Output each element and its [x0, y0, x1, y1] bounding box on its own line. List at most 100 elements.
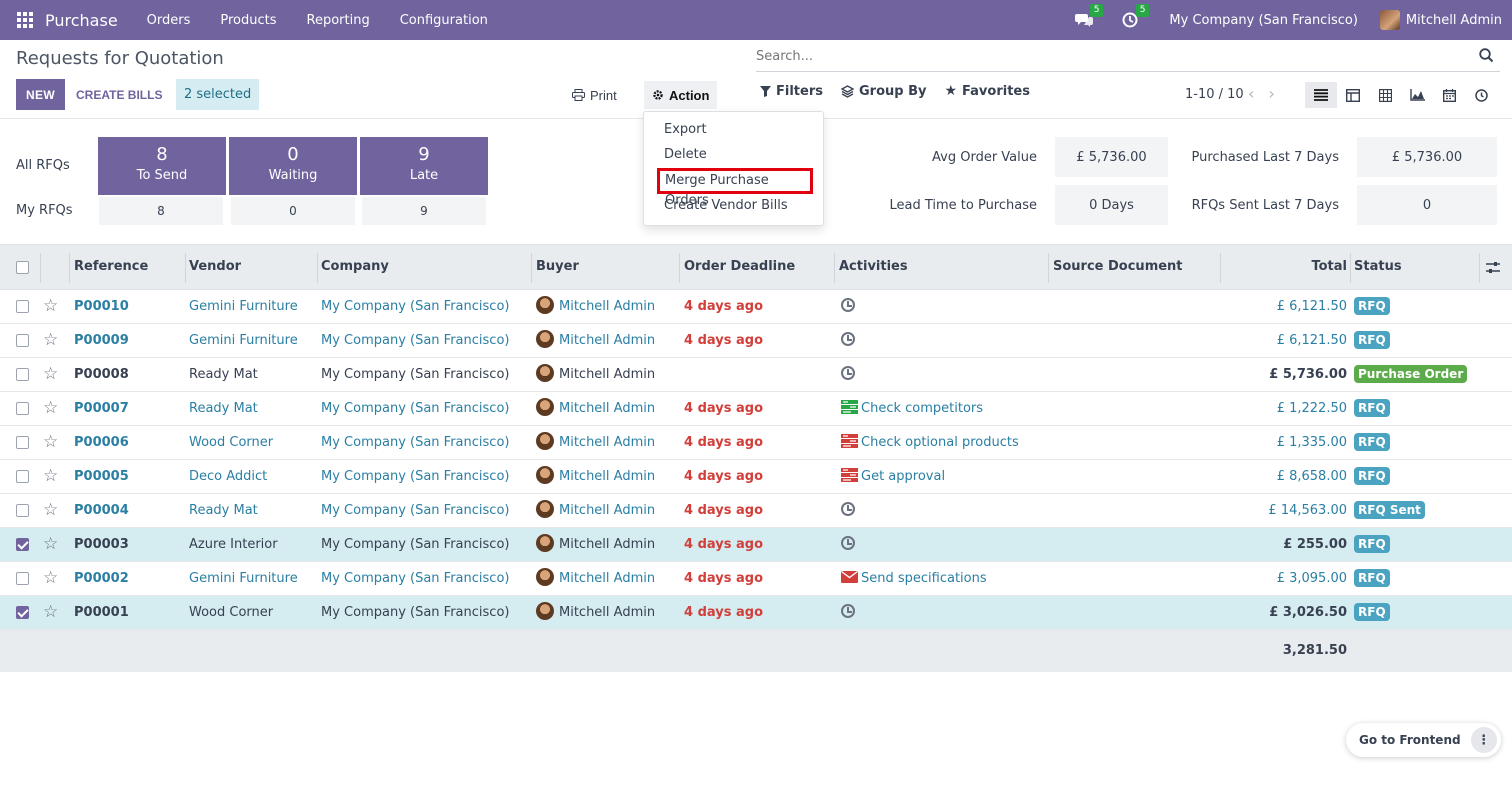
pager-value[interactable]: 1-10 / 10	[1185, 87, 1244, 102]
menu-item-merge-purchase-orders[interactable]: Merge Purchase Orders	[657, 168, 813, 208]
cell-vendor[interactable]: Deco Addict	[189, 469, 268, 484]
cell-company[interactable]: My Company (San Francisco)	[321, 469, 510, 484]
cell-buyer[interactable]: Mitchell Admin	[536, 290, 655, 323]
clock-icon[interactable]	[841, 298, 855, 312]
column-vendor[interactable]: Vendor	[189, 259, 242, 274]
column-company[interactable]: Company	[321, 259, 389, 274]
cell-buyer[interactable]: Mitchell Admin	[536, 596, 655, 629]
menu-orders[interactable]: Orders	[146, 12, 191, 28]
filters-button[interactable]: Filters	[760, 83, 823, 99]
cell-company[interactable]: My Company (San Francisco)	[321, 367, 510, 382]
cell-activities[interactable]	[841, 528, 855, 561]
my-waiting[interactable]: 0	[231, 197, 355, 225]
activity-view-button[interactable]	[1465, 82, 1497, 108]
column-source-document[interactable]: Source Document	[1053, 259, 1183, 274]
priority-star-icon[interactable]: ☆	[43, 432, 59, 452]
cell-activities[interactable]	[841, 358, 855, 391]
cell-activities[interactable]: Check optional products	[841, 426, 1019, 459]
table-row[interactable]: ☆ P00001 Wood Corner My Company (San Franci…	[0, 596, 1512, 630]
list-view-button[interactable]	[1305, 82, 1337, 108]
my-late[interactable]: 9	[362, 197, 486, 225]
cell-buyer[interactable]: Mitchell Admin	[536, 324, 655, 357]
cell-company[interactable]: My Company (San Francisco)	[321, 333, 510, 348]
cell-vendor[interactable]: Gemini Furniture	[189, 571, 298, 586]
table-row[interactable]: ☆ P00005 Deco Addict My Company (San Franci…	[0, 460, 1512, 494]
priority-star-icon[interactable]: ☆	[43, 466, 59, 486]
cell-vendor[interactable]: Wood Corner	[189, 605, 274, 620]
row-checkbox[interactable]	[16, 402, 29, 415]
tile-waiting[interactable]: 0 Waiting	[229, 137, 357, 195]
priority-star-icon[interactable]: ☆	[43, 534, 59, 554]
row-checkbox[interactable]	[16, 538, 29, 551]
favorites-button[interactable]: ★ Favorites	[944, 83, 1030, 99]
row-checkbox[interactable]	[16, 606, 29, 619]
create-bills-button[interactable]: CREATE BILLS	[68, 79, 170, 110]
row-checkbox[interactable]	[16, 334, 29, 347]
cell-company[interactable]: My Company (San Francisco)	[321, 435, 510, 450]
clock-icon[interactable]	[841, 536, 855, 550]
row-checkbox[interactable]	[16, 300, 29, 313]
cell-reference[interactable]: P00007	[74, 401, 129, 416]
column-reference[interactable]: Reference	[74, 259, 149, 274]
go-to-frontend-button[interactable]: Go to Frontend	[1359, 733, 1461, 747]
new-button[interactable]: NEW	[16, 79, 65, 110]
row-checkbox[interactable]	[16, 368, 29, 381]
cell-reference[interactable]: P00002	[74, 571, 129, 586]
messages-button[interactable]: 5	[1073, 4, 1104, 30]
priority-star-icon[interactable]: ☆	[43, 364, 59, 384]
row-checkbox[interactable]	[16, 504, 29, 517]
cell-company[interactable]: My Company (San Francisco)	[321, 571, 510, 586]
activity-summary[interactable]: Check optional products	[861, 435, 1019, 450]
kanban-view-button[interactable]	[1337, 82, 1369, 108]
cell-company[interactable]: My Company (San Francisco)	[321, 299, 510, 314]
search-icon[interactable]	[1479, 48, 1494, 63]
table-row[interactable]: ☆ P00010 Gemini Furniture My Company (San F…	[0, 290, 1512, 324]
cell-company[interactable]: My Company (San Francisco)	[321, 537, 510, 552]
menu-item-create-vendor-bills[interactable]: Create Vendor Bills	[664, 198, 788, 213]
row-checkbox[interactable]	[16, 436, 29, 449]
table-row[interactable]: ☆ P00009 Gemini Furniture My Company (San F…	[0, 324, 1512, 358]
menu-item-export[interactable]: Export	[664, 122, 707, 137]
calendar-view-button[interactable]	[1433, 82, 1465, 108]
cell-company[interactable]: My Company (San Francisco)	[321, 503, 510, 518]
optional-columns-icon[interactable]	[1486, 261, 1500, 274]
menu-item-delete[interactable]: Delete	[664, 147, 707, 162]
cell-vendor[interactable]: Ready Mat	[189, 401, 258, 416]
cell-reference[interactable]: P00006	[74, 435, 129, 450]
user-menu[interactable]: Mitchell Admin	[1405, 12, 1502, 28]
cell-activities[interactable]: Send specifications	[841, 562, 987, 595]
cell-activities[interactable]	[841, 324, 855, 357]
clock-icon[interactable]	[841, 366, 855, 380]
priority-star-icon[interactable]: ☆	[43, 500, 59, 520]
cell-reference[interactable]: P00009	[74, 333, 129, 348]
table-row[interactable]: ☆ P00003 Azure Interior My Company (San Fra…	[0, 528, 1512, 562]
table-row[interactable]: ☆ P00004 Ready Mat My Company (San Francisc…	[0, 494, 1512, 528]
cell-vendor[interactable]: Gemini Furniture	[189, 299, 298, 314]
tile-late[interactable]: 9 Late	[360, 137, 488, 195]
cell-buyer[interactable]: Mitchell Admin	[536, 392, 655, 425]
user-avatar[interactable]	[1379, 10, 1400, 30]
activity-summary[interactable]: Check competitors	[861, 401, 984, 416]
cell-activities[interactable]: Check competitors	[841, 392, 983, 425]
more-options-icon[interactable]: ⋮	[1470, 727, 1497, 753]
row-checkbox[interactable]	[16, 470, 29, 483]
cell-buyer[interactable]: Mitchell Admin	[536, 562, 655, 595]
selected-count-badge[interactable]: 2 selected	[176, 79, 260, 110]
pivot-view-button[interactable]	[1369, 82, 1401, 108]
search-input[interactable]	[756, 42, 1456, 70]
cell-reference[interactable]: P00004	[74, 503, 129, 518]
clock-icon[interactable]	[841, 604, 855, 618]
priority-star-icon[interactable]: ☆	[43, 568, 59, 588]
tile-to-send[interactable]: 8 To Send	[98, 137, 226, 195]
cell-reference[interactable]: P00008	[74, 367, 129, 382]
row-checkbox[interactable]	[16, 572, 29, 585]
cell-buyer[interactable]: Mitchell Admin	[536, 358, 655, 391]
column-total[interactable]: Total	[1311, 259, 1347, 274]
app-brand[interactable]: Purchase	[45, 10, 118, 30]
priority-star-icon[interactable]: ☆	[43, 602, 59, 622]
cell-reference[interactable]: P00010	[74, 299, 129, 314]
activity-summary[interactable]: Send specifications	[861, 571, 987, 586]
priority-star-icon[interactable]: ☆	[43, 296, 59, 316]
clock-icon[interactable]	[841, 502, 855, 516]
table-row[interactable]: ☆ P00006 Wood Corner My Company (San Franci…	[0, 426, 1512, 460]
